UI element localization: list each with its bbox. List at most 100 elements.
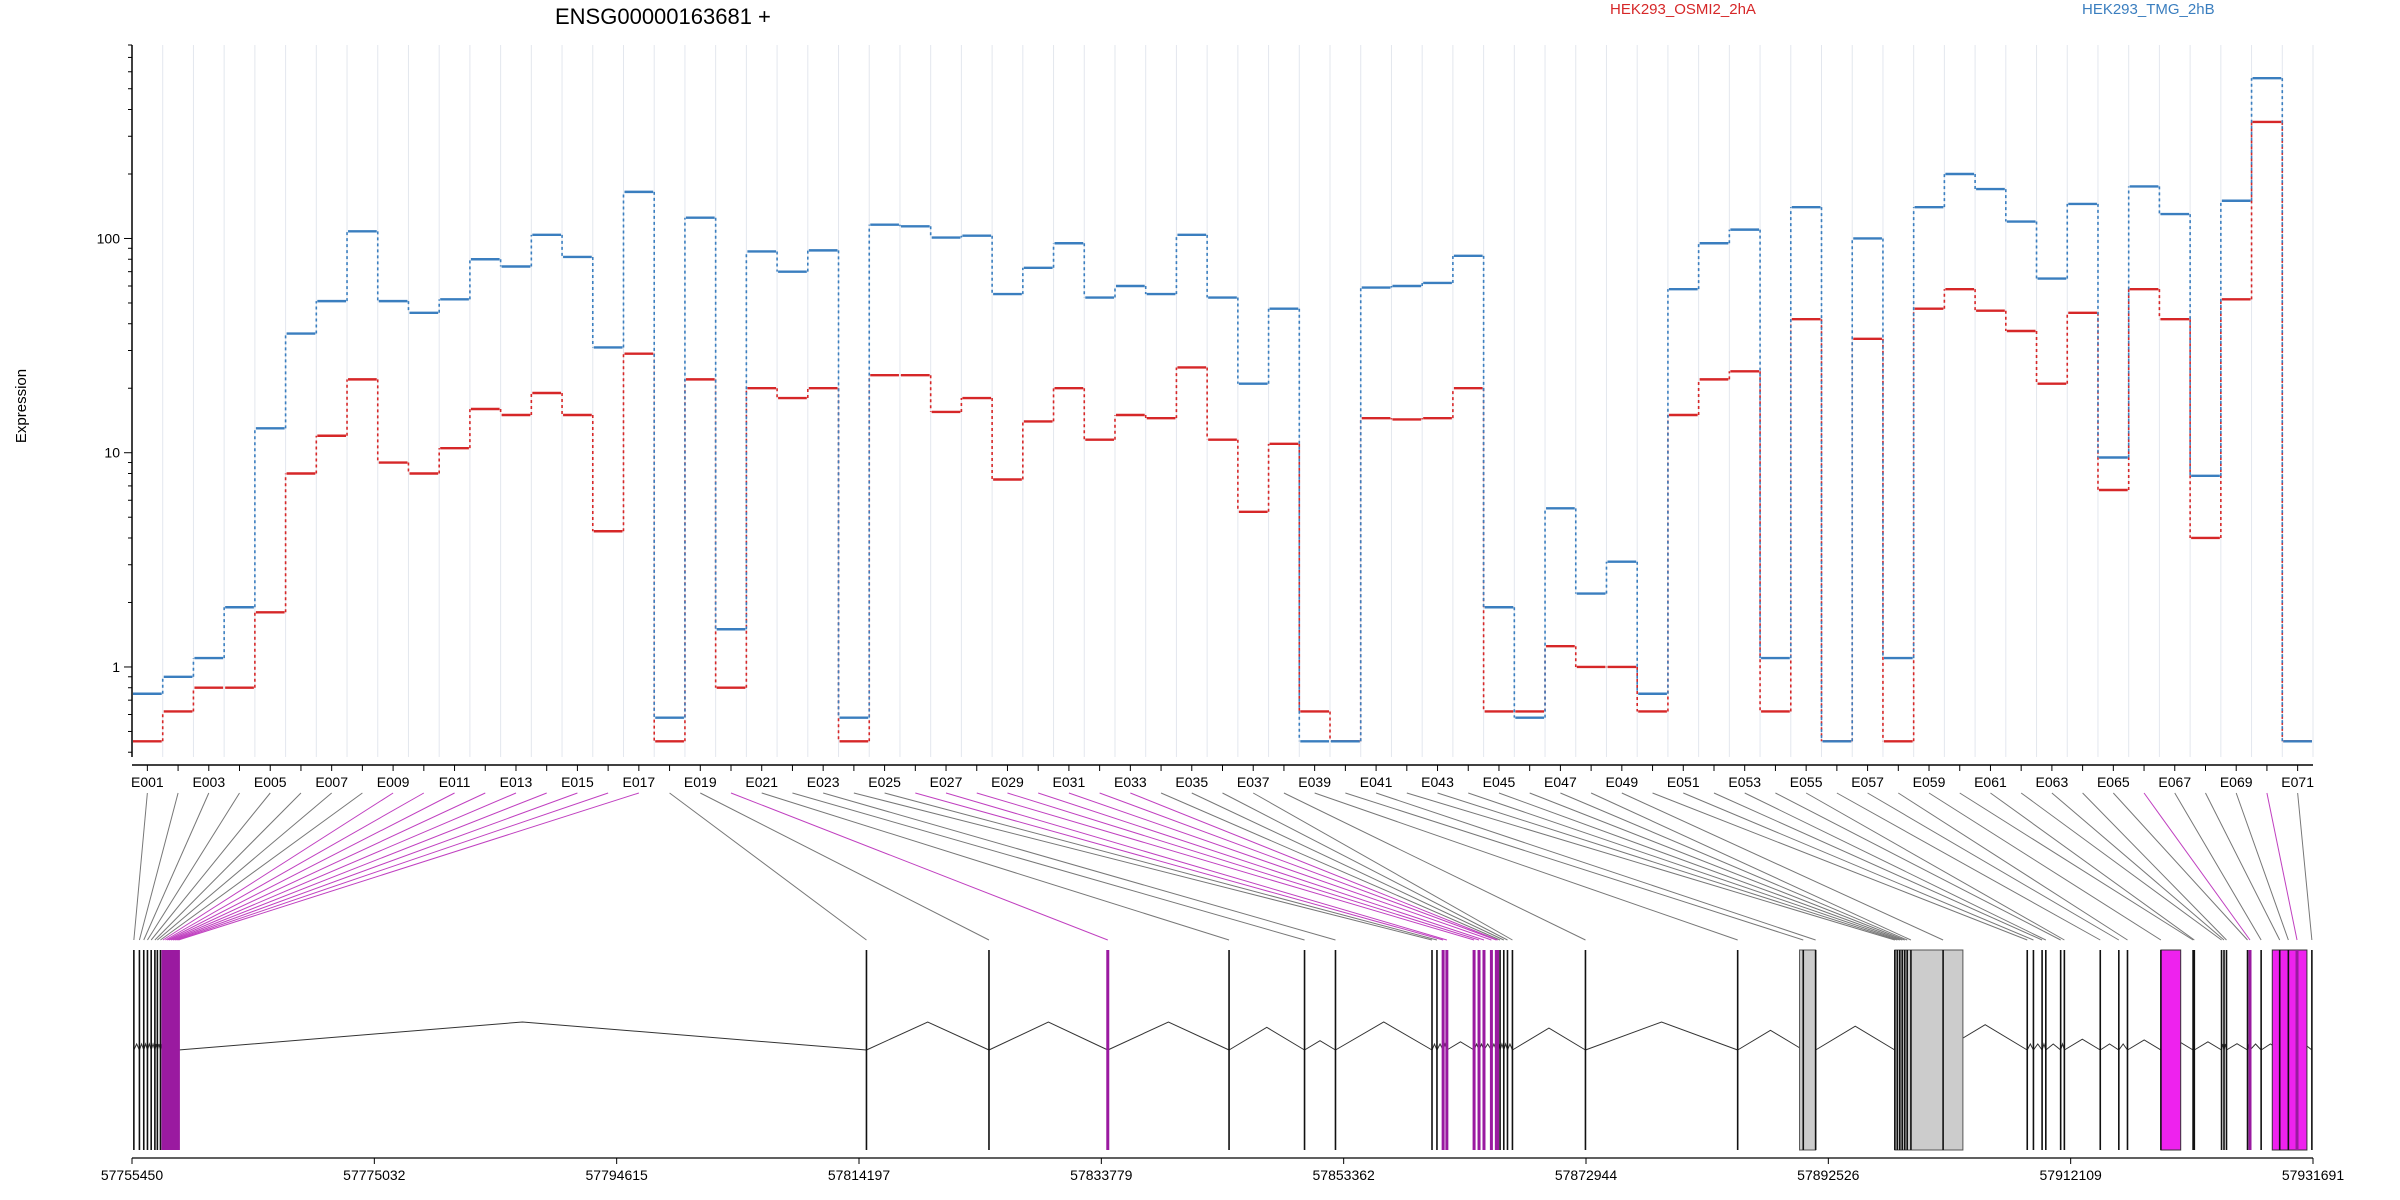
exon-connector	[1959, 792, 2194, 941]
exon-connector	[945, 792, 1447, 941]
x-tick-label: E039	[1298, 774, 1331, 790]
exon-bar	[1894, 950, 1896, 1150]
intron	[1815, 1025, 1896, 1051]
intron	[2127, 1039, 2162, 1051]
exon-bar	[1584, 950, 1587, 1150]
exon-bar	[2246, 950, 2249, 1150]
x-tick-label: E013	[500, 774, 533, 790]
coordinate-label: 57912109	[2040, 1167, 2103, 1183]
exon-bar	[163, 950, 167, 1150]
x-tick-label: E059	[1913, 774, 1946, 790]
chart-title: ENSG00000163681 +	[555, 4, 771, 29]
exon-connector	[2235, 792, 2289, 941]
coordinate-label: 57853362	[1313, 1167, 1376, 1183]
y-tick-label: 100	[97, 230, 121, 246]
coordinate-label: 57794615	[586, 1167, 649, 1183]
exon-bar	[146, 950, 149, 1150]
exon-bar	[1477, 950, 1481, 1150]
x-tick-label: E001	[131, 774, 164, 790]
exon-bar	[1506, 950, 1509, 1150]
x-tick-label: E033	[1114, 774, 1147, 790]
exon-connector	[168, 792, 486, 941]
exon-bar	[133, 950, 135, 1150]
x-tick-label: E023	[807, 774, 840, 790]
intron	[1507, 1042, 1513, 1051]
vertical-gridlines	[131, 45, 2314, 757]
exon-connector	[1191, 792, 1504, 941]
exon-bar	[2278, 950, 2281, 1150]
exon-connector	[1068, 792, 1492, 941]
exon-connector	[157, 792, 332, 941]
intron	[1585, 1021, 1738, 1051]
exon-connector	[792, 792, 1305, 941]
x-tick-label: E055	[1790, 774, 1823, 790]
exon-bar	[171, 950, 175, 1150]
exon-connector	[2112, 792, 2248, 941]
exon-connector	[1990, 792, 2195, 941]
exon-connector	[1590, 792, 1912, 941]
exon-bar	[156, 950, 159, 1150]
exon-bar	[154, 950, 156, 1150]
expression-series	[133, 76, 2312, 743]
exon-connector	[174, 792, 578, 941]
x-tick-label: E071	[2281, 774, 2314, 790]
exon-connector	[1652, 792, 2028, 941]
exon-connector	[2082, 792, 2227, 941]
x-tick-label: E003	[192, 774, 225, 790]
exon-bar	[2126, 950, 2129, 1150]
exon-connector	[669, 792, 867, 941]
exon-bar	[2295, 950, 2299, 1150]
exon-bar	[175, 950, 179, 1150]
exon-connector	[1775, 792, 2061, 941]
coordinate-label: 57931691	[2282, 1167, 2345, 1183]
exon-connector	[1529, 792, 1905, 941]
exon-bar	[2260, 950, 2262, 1150]
intron	[2118, 1043, 2128, 1051]
exon-bar	[2063, 950, 2066, 1150]
axes: 1 10 100	[97, 44, 2313, 766]
exon-connector	[853, 792, 1433, 941]
exon-bar	[865, 950, 868, 1150]
exon-bar	[1910, 950, 1912, 1150]
coordinate-label: 57892526	[1797, 1167, 1860, 1183]
x-tick-label: E035	[1175, 774, 1208, 790]
exon-connector	[1130, 792, 1498, 941]
exon-tick-labels: E001 E003 E005 E007 E009 E011 E013 E015 E017 E019…	[131, 765, 2314, 790]
x-tick-label: E037	[1237, 774, 1270, 790]
exon-bar	[1436, 950, 1438, 1150]
exon-connector	[700, 792, 990, 941]
x-tick-label: E007	[315, 774, 348, 790]
exon-connector	[1375, 792, 1816, 941]
exon-bar	[1896, 950, 1899, 1150]
exon-connector	[2266, 792, 2298, 941]
gene-model	[133, 949, 2313, 1151]
exon-bar	[2160, 950, 2162, 1150]
intron	[866, 1021, 990, 1051]
exon-bar	[176, 950, 180, 1150]
x-tick-label: E031	[1053, 774, 1086, 790]
intron	[1107, 1021, 1230, 1051]
exon-connector	[1038, 792, 1485, 941]
exon-bar	[165, 950, 169, 1150]
exon-connector	[172, 792, 547, 941]
exon-bar	[2118, 950, 2120, 1150]
exon-connector	[165, 792, 425, 941]
exon-connector	[1252, 792, 1513, 941]
exon-connector	[1406, 792, 1895, 941]
intron	[1446, 1041, 1475, 1051]
x-tick-label: E065	[2097, 774, 2130, 790]
exon-connector	[147, 792, 240, 941]
legend-osmi2: HEK293_OSMI2_2hA	[1610, 1, 1756, 18]
exon-bar	[1228, 950, 1230, 1150]
exon-bar	[169, 950, 173, 1150]
exon-connector	[1222, 792, 1508, 941]
exon-bar	[1901, 950, 1904, 1150]
exon-bar	[2248, 950, 2252, 1150]
exon-bar	[2032, 950, 2035, 1150]
exon-connector	[2174, 792, 2262, 941]
exon-connector	[162, 792, 394, 941]
intron	[2045, 1043, 2061, 1051]
exon-block-gray	[1799, 949, 1817, 1151]
exon-bar	[1511, 950, 1514, 1150]
